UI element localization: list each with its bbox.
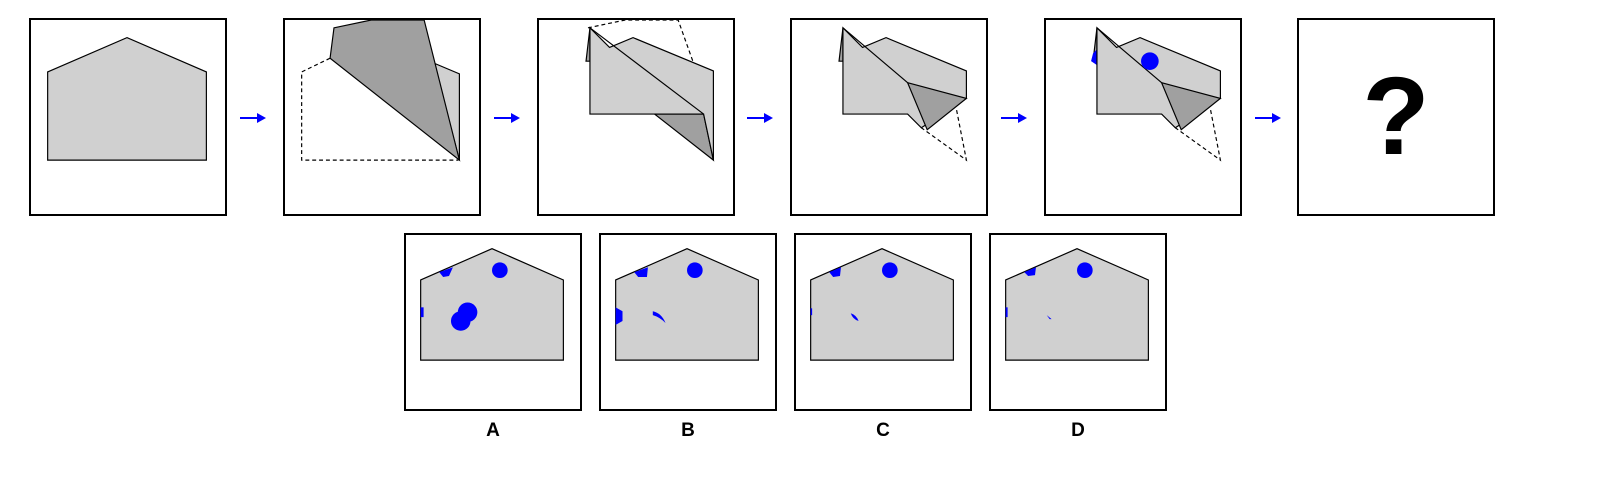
fold-crease	[1096, 27, 1162, 84]
hole-edge	[1091, 49, 1097, 66]
step-5-figure	[1091, 26, 1222, 162]
hole-top-left	[634, 267, 648, 278]
option-b-figure	[615, 248, 759, 361]
arrow-3-icon	[747, 111, 773, 123]
hole-left-edge	[1005, 307, 1008, 318]
option-b-label: B	[681, 420, 695, 441]
step-2-figure	[301, 20, 461, 162]
step-3-panel	[537, 18, 735, 216]
option-a-label: A	[486, 420, 500, 441]
step-5-panel	[1044, 18, 1242, 216]
option-a-figure	[420, 248, 564, 361]
option-b-panel[interactable]	[599, 233, 777, 411]
folded-corner	[906, 81, 968, 131]
hole-top-right	[1077, 262, 1093, 279]
option-c-panel[interactable]	[794, 233, 972, 411]
unfolded-paper	[810, 248, 954, 361]
punched-hole	[1141, 52, 1159, 70]
hole-top-left	[439, 267, 453, 278]
question-mark: ?	[1362, 55, 1430, 178]
previous-fold-outline	[920, 110, 968, 162]
hole-left-edge	[420, 307, 424, 318]
arrow-1-icon	[240, 111, 266, 123]
arrow-4-icon	[1001, 111, 1027, 123]
folded-corner	[1160, 81, 1222, 131]
step-1-panel	[29, 18, 227, 216]
option-c-label: C	[876, 420, 890, 441]
fold-crease	[589, 27, 704, 115]
fold-crease	[842, 27, 908, 84]
hole-top-right	[882, 262, 898, 279]
step-1-figure	[47, 36, 207, 161]
hole-top-left	[1024, 267, 1036, 277]
hole-top-left	[829, 267, 841, 278]
unfolded-paper	[1005, 248, 1149, 361]
step-2-panel	[283, 18, 481, 216]
step-4-figure	[838, 26, 968, 162]
arrow-2-icon	[494, 111, 520, 123]
option-a-panel[interactable]	[404, 233, 582, 411]
paper-sheet	[47, 36, 207, 161]
unfolded-paper	[615, 248, 759, 361]
option-d-figure	[1005, 248, 1149, 361]
unfolded-paper	[420, 248, 564, 361]
hole-top-right	[687, 262, 703, 279]
hole-left-edge	[810, 308, 813, 316]
back-layer	[838, 27, 844, 62]
back-layer	[585, 27, 591, 62]
unfolded-outline	[301, 57, 459, 161]
hole-center	[1046, 315, 1052, 320]
question-panel: ?	[1297, 18, 1495, 216]
previous-fold-outline	[1174, 110, 1222, 162]
arrow-5-icon	[1255, 111, 1281, 123]
hole-center	[850, 313, 859, 322]
step-4-panel	[790, 18, 988, 216]
hole-top-right	[492, 262, 508, 279]
hole-center	[652, 311, 666, 323]
step-3-figure	[585, 20, 715, 162]
option-c-figure	[810, 248, 954, 361]
hole-center-2	[450, 311, 471, 331]
hole-left-edge	[615, 307, 623, 325]
option-d-panel[interactable]	[989, 233, 1167, 411]
option-d-label: D	[1071, 420, 1085, 441]
folded-flap	[329, 20, 461, 162]
